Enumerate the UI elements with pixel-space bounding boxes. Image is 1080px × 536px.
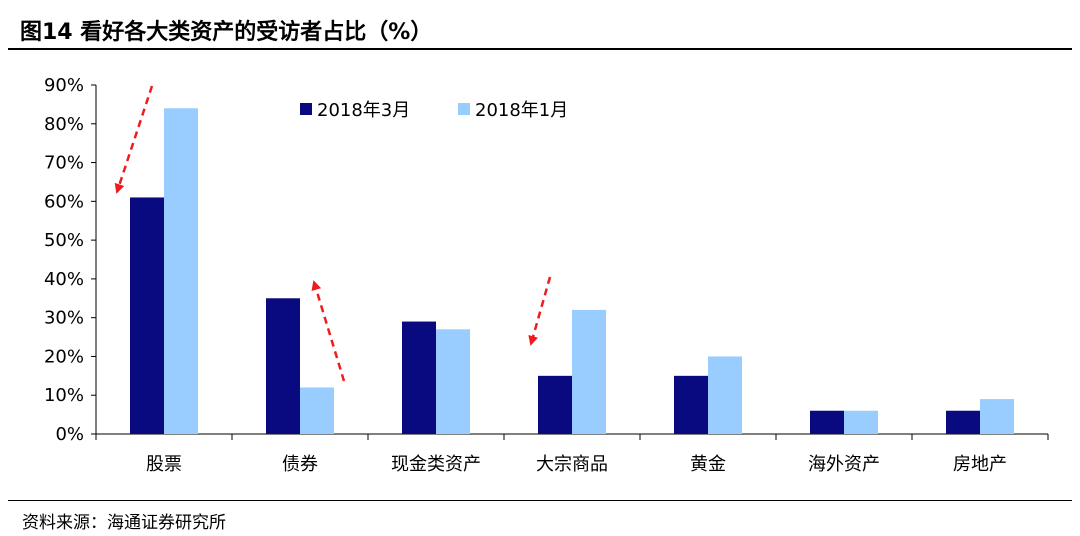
- bar-series1: [674, 375, 708, 434]
- y-tick-label: 30%: [44, 308, 84, 329]
- source-rule: [8, 500, 1072, 501]
- bar-series2: [572, 309, 606, 434]
- title-rule: [8, 48, 1072, 50]
- bar-series2: [980, 399, 1014, 434]
- trend-arrow-down: [114, 85, 154, 194]
- y-tick-label: 70%: [44, 153, 84, 174]
- bar-series1: [402, 321, 436, 434]
- bar-series1: [130, 197, 164, 434]
- y-tick-label: 90%: [44, 75, 84, 96]
- bar-series2: [436, 329, 470, 434]
- x-category-label: 股票: [146, 454, 182, 475]
- x-category-label: 海外资产: [808, 454, 880, 475]
- bar-series2: [844, 410, 878, 434]
- x-category-label: 房地产: [953, 454, 1007, 475]
- trend-arrow-up: [311, 280, 346, 382]
- y-tick-label: 80%: [44, 114, 84, 135]
- y-tick-label: 20%: [44, 346, 84, 367]
- y-tick-label: 50%: [44, 230, 84, 251]
- y-tick-label: 60%: [44, 191, 84, 212]
- legend-label: 2018年3月: [317, 100, 410, 121]
- source-note: 资料来源：海通证券研究所: [22, 513, 226, 533]
- bar-series1: [266, 298, 300, 434]
- bar-series2: [300, 387, 334, 434]
- y-tick-label: 0%: [55, 424, 84, 445]
- y-tick-label: 10%: [44, 385, 84, 406]
- y-tick-label: 40%: [44, 269, 84, 290]
- legend-swatch: [300, 103, 312, 115]
- bar-chart: 0% 10% 20% 30% 40% 50% 60% 70% 80% 90% 股票 债券 现金类资产 大宗…: [44, 75, 1049, 475]
- chart-title: 图14 看好各大类资产的受访者占比（%）: [20, 20, 433, 45]
- bar-series1: [538, 375, 572, 434]
- bar-series1: [810, 410, 844, 434]
- x-category-label: 债券: [282, 454, 318, 475]
- x-category-label: 大宗商品: [536, 454, 608, 475]
- bar-series1: [946, 410, 980, 434]
- legend-swatch: [458, 103, 470, 115]
- bar-series2: [164, 108, 198, 435]
- x-category-label: 黄金: [690, 454, 726, 475]
- legend-label: 2018年1月: [475, 100, 568, 121]
- trend-arrow-down: [528, 276, 552, 346]
- x-category-label: 现金类资产: [391, 454, 481, 475]
- bar-series2: [708, 356, 742, 434]
